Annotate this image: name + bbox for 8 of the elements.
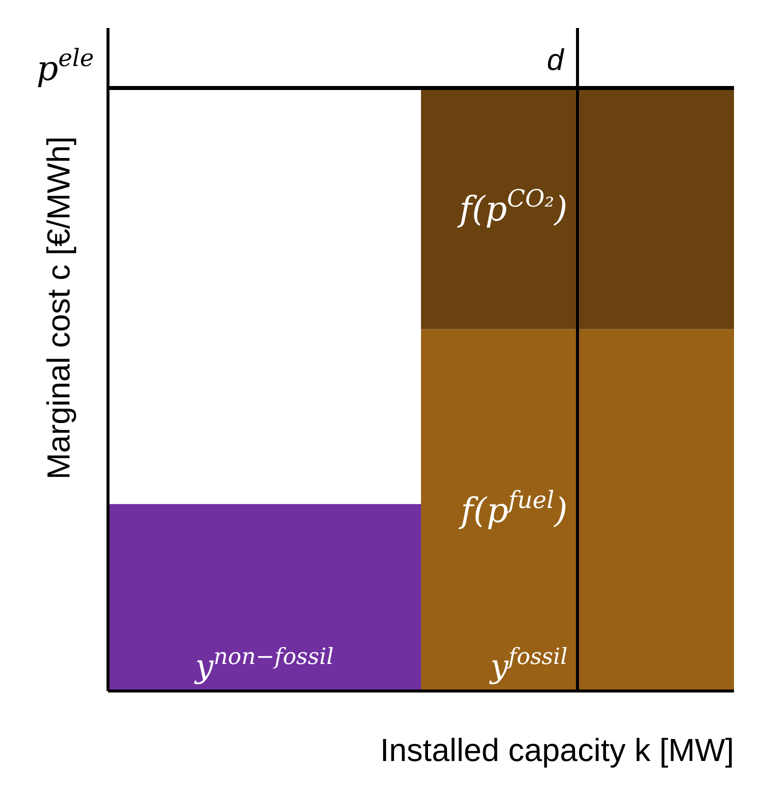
series-label: f(p$^{fuel}$) xyxy=(458,486,568,532)
x-tick-label: y$^{non−fossil}$ xyxy=(193,644,334,685)
y-axis-title: Marginal cost c [€/MWh] xyxy=(40,136,76,480)
x-axis-title: Installed capacity k [MW] xyxy=(380,732,734,768)
ref-line-label: d xyxy=(546,44,565,77)
series-label: f(p$^{CO₂}$) xyxy=(456,184,568,230)
ref-line-label: p$^{ele}$ xyxy=(36,44,94,89)
x-tick-label: y$^{fossil}$ xyxy=(488,644,568,685)
